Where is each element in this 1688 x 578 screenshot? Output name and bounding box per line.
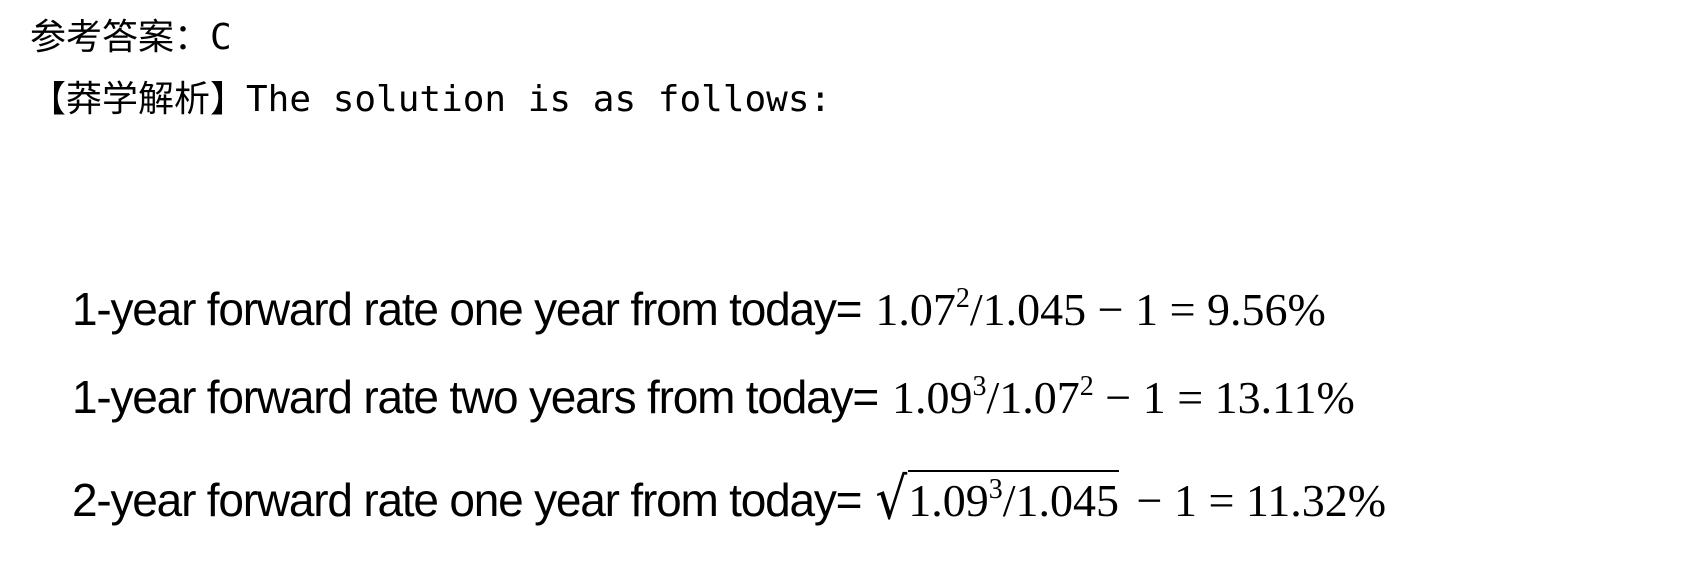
equation-line-2: 1-year forward rate two years from today… bbox=[72, 370, 1355, 434]
equation-result: − 1 = 9.56% bbox=[1086, 284, 1326, 335]
analysis-heading: 【莽学解析】The solution is as follows: bbox=[30, 79, 832, 120]
equation-base-exponent: 3 bbox=[972, 371, 987, 402]
equation-divisor-exponent: 2 bbox=[1079, 371, 1094, 402]
equation-line-1: 1-year forward rate one year from today=… bbox=[72, 282, 1326, 346]
equation-base: 1.09 bbox=[908, 475, 989, 526]
equation-line-3: 2-year forward rate one year from today=… bbox=[72, 466, 1387, 534]
equation-math: 1.093/1.072 − 1 = 13.11% bbox=[892, 371, 1355, 424]
equation-base: 1.09 bbox=[891, 372, 973, 423]
equation-label: 2-year forward rate one year from today= bbox=[72, 474, 863, 526]
sqrt-icon: √ bbox=[875, 465, 908, 533]
equation-label: 1-year forward rate two years from today… bbox=[72, 371, 879, 423]
equation-base-exponent: 2 bbox=[955, 283, 970, 314]
equation-divisor: /1.07 bbox=[986, 372, 1080, 423]
equation-divisor: /1.045 bbox=[1002, 475, 1120, 526]
equation-result: − 1 = 11.32% bbox=[1125, 475, 1387, 526]
radicand: 1.093/1.045 bbox=[908, 470, 1120, 527]
equation-math: 1.072/1.045 − 1 = 9.56% bbox=[875, 283, 1325, 336]
equation-base-exponent: 3 bbox=[988, 474, 1003, 505]
equation-math: √1.093/1.045 − 1 = 11.32% bbox=[875, 466, 1387, 533]
equation-base: 1.07 bbox=[875, 284, 956, 335]
equation-label: 1-year forward rate one year from today= bbox=[72, 283, 863, 335]
equation-result: − 1 = 13.11% bbox=[1093, 372, 1355, 423]
equation-divisor: /1.045 bbox=[969, 284, 1087, 335]
answer-line: 参考答案：C bbox=[30, 17, 232, 58]
